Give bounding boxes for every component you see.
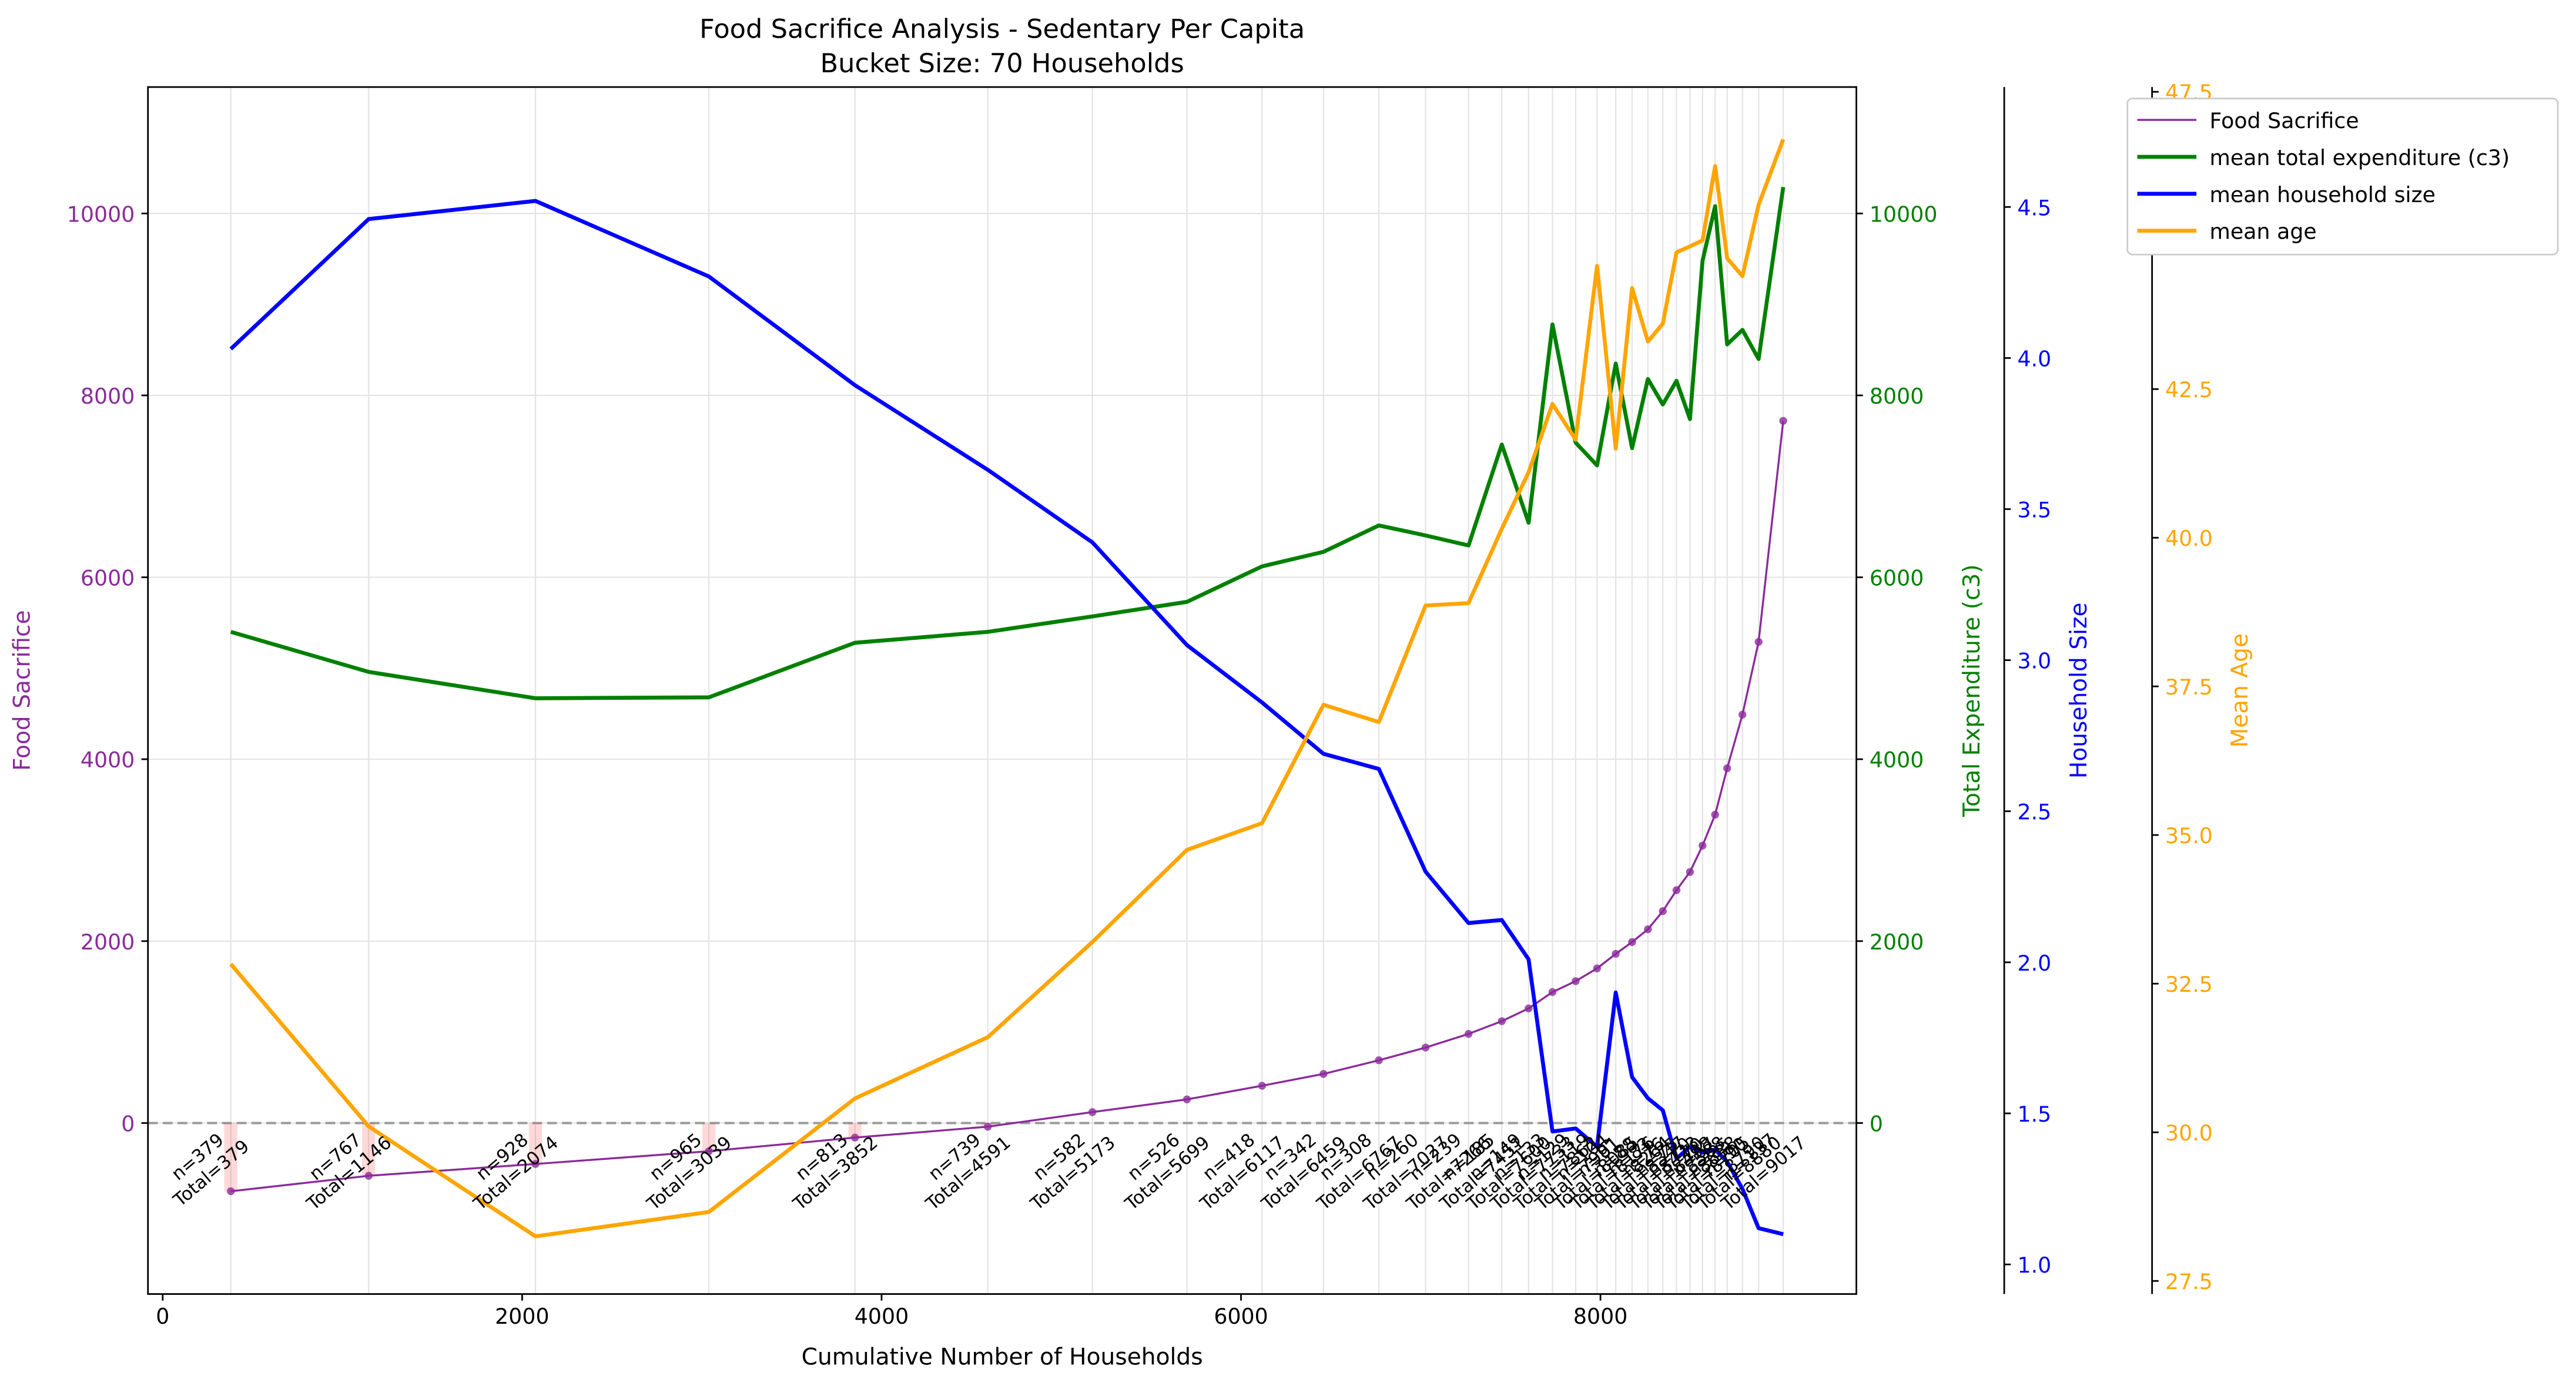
data-point <box>1644 925 1652 934</box>
y-tick-label: 4000 <box>1870 747 1924 773</box>
chart-title: Food Sacrifice Analysis - Sedentary Per … <box>699 13 1305 44</box>
legend-label: mean age <box>2210 219 2317 244</box>
y-tick-label: 0 <box>121 1111 135 1136</box>
data-point <box>1672 886 1681 894</box>
data-point <box>1088 1108 1097 1116</box>
data-point <box>1723 764 1731 773</box>
series-line <box>230 421 1784 1193</box>
data-point <box>1612 949 1620 958</box>
y-tick-label: 2000 <box>1870 929 1924 955</box>
y-axis-label: Household Size <box>2066 602 2092 778</box>
x-axis-label: Cumulative Number of Households <box>802 1344 1203 1371</box>
y-tick-label: 3.5 <box>2017 497 2051 522</box>
series-line <box>229 139 1786 1239</box>
data-point <box>1525 1004 1533 1013</box>
data-point <box>227 1187 235 1196</box>
y-tick-label: 0 <box>1870 1111 1883 1136</box>
data-point <box>531 1160 540 1168</box>
y-tick-label: 6000 <box>1870 566 1924 591</box>
data-point <box>1628 938 1636 947</box>
y-axis-label: Food Sacrifice <box>9 610 36 771</box>
x-tick-label: 8000 <box>1573 1304 1627 1329</box>
y-tick-label: 4000 <box>81 747 135 773</box>
x-tick-label: 2000 <box>495 1304 549 1329</box>
data-point <box>1183 1095 1191 1103</box>
y-tick-label: 27.5 <box>2165 1269 2213 1294</box>
y-tick-label: 40.0 <box>2165 526 2213 551</box>
data-point <box>1659 907 1667 915</box>
y-tick-label: 8000 <box>81 384 135 409</box>
deficit-bar <box>528 1123 542 1164</box>
series-line <box>229 199 1784 1236</box>
legend-label: mean total expenditure (c3) <box>2210 145 2510 170</box>
data-point <box>1572 977 1580 985</box>
y-tick-label: 10000 <box>1870 202 1938 227</box>
legend-label: mean household size <box>2210 182 2436 207</box>
data-point <box>1686 868 1694 876</box>
plot-frame <box>147 86 1857 1295</box>
y-tick-label: 1.0 <box>2017 1253 2051 1278</box>
y-tick-label: 2000 <box>81 929 135 955</box>
y-tick-label: 2.0 <box>2017 951 2051 976</box>
y-tick-label: 8000 <box>1870 384 1924 409</box>
legend-box <box>2126 98 2559 256</box>
y-tick-label: 4.0 <box>2017 346 2051 371</box>
chart-subtitle: Bucket Size: 70 Households <box>820 48 1184 79</box>
data-point <box>1754 637 1763 646</box>
deficit-bar <box>848 1123 862 1138</box>
y-tick-label: 6000 <box>81 566 135 591</box>
data-point <box>1464 1030 1473 1038</box>
data-point <box>705 1147 713 1156</box>
y-tick-label: 30.0 <box>2165 1120 2213 1146</box>
data-point <box>1258 1082 1267 1090</box>
y-tick-label: 4.5 <box>2017 195 2051 220</box>
data-point <box>1593 964 1602 972</box>
y-axis-label: Mean Age <box>2227 633 2253 748</box>
x-tick-label: 4000 <box>855 1304 909 1329</box>
data-point <box>851 1133 859 1142</box>
y-tick-label: 10000 <box>67 202 135 227</box>
y-tick-label: 42.5 <box>2165 377 2213 402</box>
x-tick-label: 6000 <box>1214 1304 1268 1329</box>
data-point <box>1711 810 1719 819</box>
y-tick-label: 32.5 <box>2165 972 2213 997</box>
y-tick-label: 3.0 <box>2017 649 2051 674</box>
deficit-bar <box>224 1123 237 1192</box>
series-line <box>230 186 1786 700</box>
y-axis-label: Total Expenditure (c3) <box>1959 564 1985 817</box>
data-point <box>1375 1056 1383 1065</box>
data-point <box>983 1122 992 1131</box>
x-tick-label: 0 <box>156 1304 169 1329</box>
data-point <box>1699 841 1707 850</box>
data-point <box>1421 1043 1430 1052</box>
y-tick-label: 37.5 <box>2165 674 2213 700</box>
deficit-bar <box>702 1123 716 1152</box>
data-point <box>1738 710 1747 719</box>
data-point <box>1779 417 1787 425</box>
legend-label: Food Sacrifice <box>2210 108 2359 133</box>
data-point <box>1498 1017 1506 1025</box>
y-tick-label: 2.5 <box>2017 800 2051 825</box>
data-point <box>364 1172 373 1180</box>
y-tick-label: 1.5 <box>2017 1102 2051 1127</box>
data-point <box>1319 1070 1328 1078</box>
deficit-bar <box>362 1123 376 1176</box>
data-point <box>1548 988 1557 996</box>
y-tick-label: 35.0 <box>2165 823 2213 848</box>
